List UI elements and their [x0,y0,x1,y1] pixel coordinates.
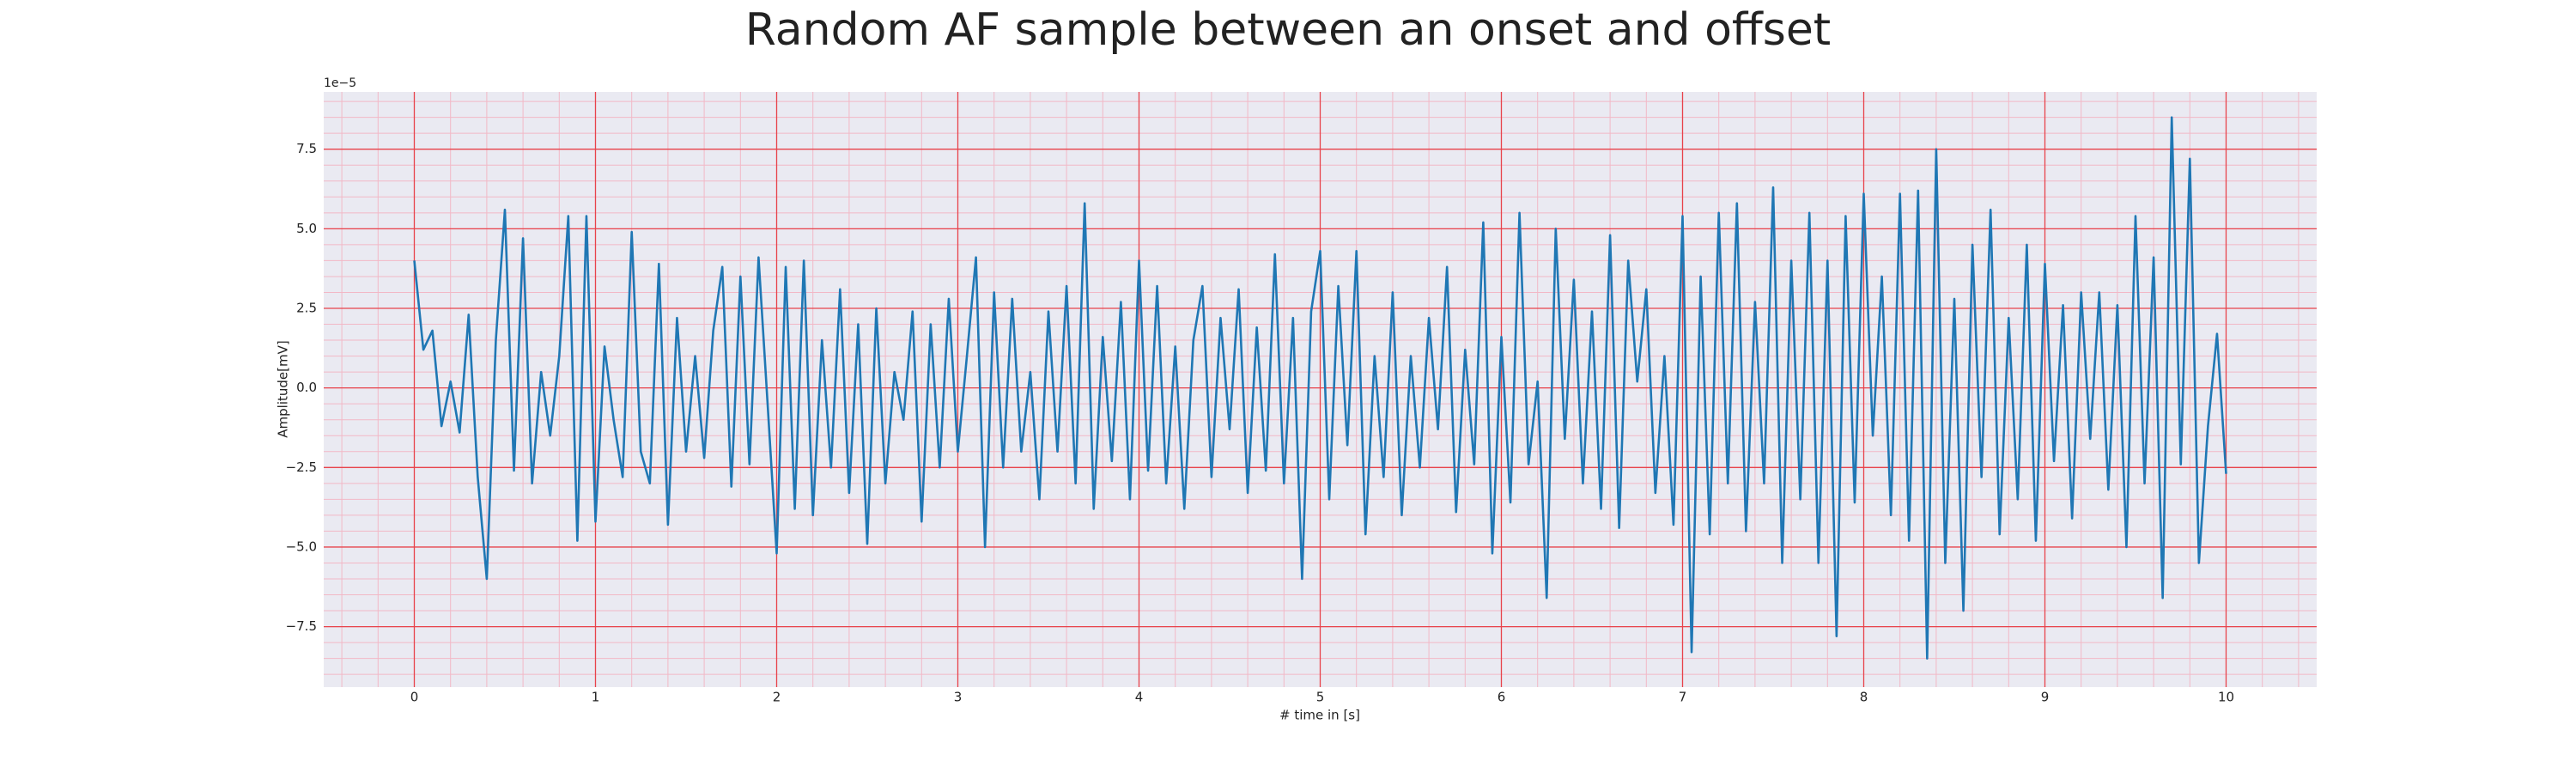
y-offset-text: 1e−5 [324,76,356,90]
x-tick-label: 1 [592,690,600,705]
y-tick-label: −7.5 [286,618,317,634]
x-tick-label: 6 [1498,690,1506,705]
marks [413,116,2227,660]
y-tick-label: 5.0 [296,221,317,236]
y-tick-label: −2.5 [286,460,317,475]
x-tick-label: 5 [1316,690,1325,705]
x-tick-label: 10 [2218,690,2234,705]
x-tick-label: 3 [954,690,963,705]
x-tick-label: 2 [773,690,781,705]
x-tick-label: 0 [410,690,419,705]
x-axis-label: # time in [s] [1279,708,1360,723]
y-tick-label: 0.0 [296,380,317,395]
y-axis-label: Amplitude[mV] [276,340,291,437]
chart-title: Random AF sample between an onset and of… [745,4,1831,56]
x-tick-label: 9 [2041,690,2050,705]
y-tick-label: −5.0 [286,539,317,554]
x-tick-label: 4 [1135,690,1144,705]
x-tick-label: 8 [1860,690,1868,705]
data-line [413,116,2227,660]
y-tick-label: 7.5 [296,141,317,156]
x-tick-label: 7 [1679,690,1687,705]
y-tick-label: 2.5 [296,301,317,316]
